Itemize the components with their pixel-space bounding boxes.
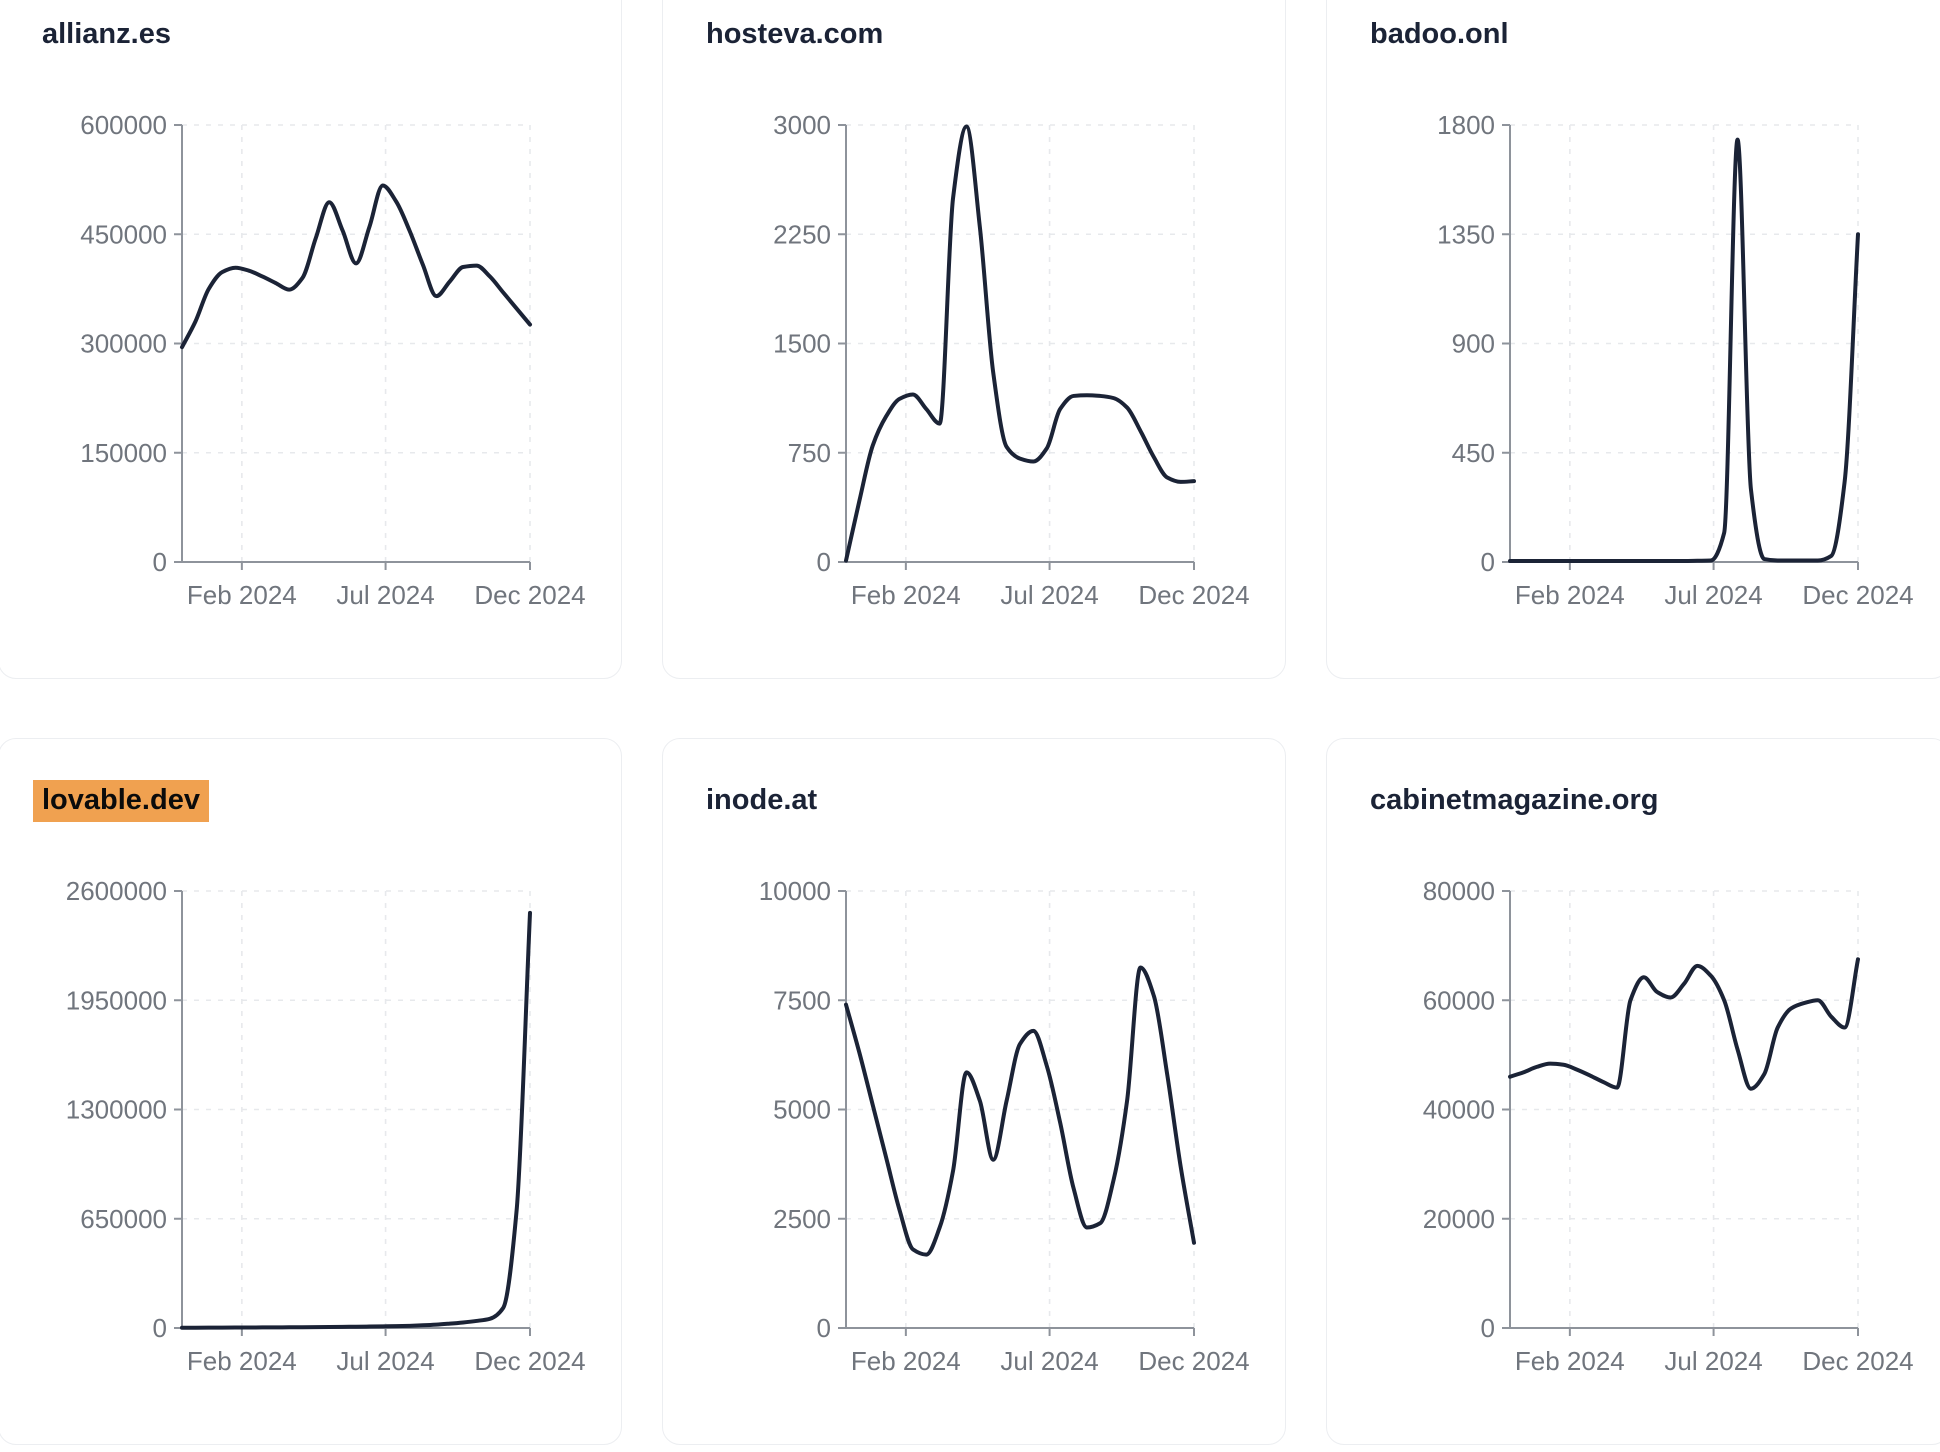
y-tick-label: 0: [153, 1313, 167, 1343]
y-tick-label: 40000: [1423, 1095, 1495, 1125]
gridlines: [846, 890, 1195, 1328]
series-line: [844, 965, 1196, 1257]
gridlines: [182, 124, 531, 562]
x-tick-label: Dec 2024: [1138, 1346, 1249, 1376]
x-tick-label: Jul 2024: [336, 580, 434, 610]
y-axis: 0 150000 300000 450000 600000: [80, 110, 183, 577]
x-tick-label: Jul 2024: [336, 1346, 434, 1376]
y-axis: 0 450 900 1350 1800: [1437, 110, 1511, 577]
series-line: [1508, 957, 1860, 1091]
x-tick-label: Jul 2024: [1000, 1346, 1098, 1376]
gridlines: [1510, 890, 1859, 1328]
y-tick-label: 10000: [759, 876, 831, 906]
chart-card-cabinetmagazine-org: 0 20000 40000 60000 80000 Feb 2024 Jul 2024 Dec…: [1326, 738, 1940, 1445]
chart-title-cabinetmagazine-org: cabinetmagazine.org: [1370, 784, 1659, 816]
chart-card-badoo-onl: 0 450 900 1350 1800 Feb 2024 Jul 2024 Dec 2024 …: [1326, 0, 1940, 679]
series-line: [180, 910, 532, 1330]
series-line: [844, 124, 1196, 563]
gridlines: [182, 890, 531, 1328]
y-tick-label: 2250: [773, 219, 831, 249]
chart-card-inode-at: 0 2500 5000 7500 10000 Feb 2024 Jul 2024 Dec 20…: [662, 738, 1286, 1445]
line-chart-inode-at: 0 2500 5000 7500 10000 Feb 2024 Jul 2024 Dec 20…: [759, 876, 1250, 1376]
line-chart-lovable-dev: 0 650000 1300000 1950000 2600000 Feb 2024 Jul …: [66, 876, 586, 1376]
y-tick-label: 1800: [1437, 110, 1495, 140]
y-tick-label: 60000: [1423, 985, 1495, 1015]
x-tick-label: Feb 2024: [1515, 580, 1625, 610]
y-tick-label: 0: [153, 547, 167, 577]
y-tick-label: 0: [1481, 1313, 1495, 1343]
y-tick-label: 0: [817, 547, 831, 577]
y-tick-label: 150000: [80, 438, 167, 468]
x-tick-label: Jul 2024: [1000, 580, 1098, 610]
line-chart-badoo-onl: 0 450 900 1350 1800 Feb 2024 Jul 2024 Dec 2024: [1437, 110, 1914, 610]
x-axis: Feb 2024 Jul 2024 Dec 2024: [182, 561, 586, 610]
chart-title-hosteva-com: hosteva.com: [706, 18, 884, 50]
chart-card-lovable-dev: 0 650000 1300000 1950000 2600000 Feb 2024 Jul …: [0, 738, 622, 1445]
y-axis: 0 650000 1300000 1950000 2600000: [66, 876, 183, 1343]
y-tick-label: 1350: [1437, 219, 1495, 249]
y-tick-label: 450000: [80, 219, 167, 249]
chart-card-hosteva-com: 0 750 1500 2250 3000 Feb 2024 Jul 2024 Dec 2024…: [662, 0, 1286, 679]
y-tick-label: 20000: [1423, 1204, 1495, 1234]
line-chart-allianz-es: 0 150000 300000 450000 600000 Feb 2024 Jul 202…: [80, 110, 586, 610]
y-tick-label: 1500: [773, 329, 831, 359]
chart-title-inode-at: inode.at: [706, 784, 818, 816]
x-tick-label: Feb 2024: [187, 1346, 297, 1376]
chart-card-allianz-es: 0 150000 300000 450000 600000 Feb 2024 Jul 202…: [0, 0, 622, 679]
y-axis: 0 20000 40000 60000 80000: [1423, 876, 1511, 1343]
x-tick-label: Feb 2024: [851, 580, 961, 610]
gridlines: [846, 124, 1195, 562]
y-tick-label: 900: [1452, 329, 1495, 359]
y-tick-label: 3000: [773, 110, 831, 140]
y-tick-label: 750: [788, 438, 831, 468]
x-tick-label: Dec 2024: [1138, 580, 1249, 610]
y-tick-label: 300000: [80, 329, 167, 359]
x-tick-label: Dec 2024: [474, 580, 585, 610]
x-axis: Feb 2024 Jul 2024 Dec 2024: [846, 1327, 1250, 1376]
gridlines: [1510, 124, 1859, 562]
line-chart-cabinetmagazine-org: 0 20000 40000 60000 80000 Feb 2024 Jul 2024 Dec…: [1423, 876, 1914, 1376]
chart-title-highlight: lovable.dev: [33, 780, 209, 822]
chart-title-lovable-dev: lovable.dev: [33, 780, 209, 822]
y-tick-label: 0: [1481, 547, 1495, 577]
y-tick-label: 5000: [773, 1095, 831, 1125]
y-tick-label: 650000: [80, 1204, 167, 1234]
x-axis: Feb 2024 Jul 2024 Dec 2024: [1510, 1327, 1914, 1376]
x-tick-label: Dec 2024: [1802, 580, 1913, 610]
y-tick-label: 7500: [773, 985, 831, 1015]
x-axis: Feb 2024 Jul 2024 Dec 2024: [182, 1327, 586, 1376]
x-axis: Feb 2024 Jul 2024 Dec 2024: [1510, 561, 1914, 610]
series-line: [180, 183, 532, 350]
chart-title-allianz-es: allianz.es: [42, 18, 171, 50]
x-tick-label: Feb 2024: [187, 580, 297, 610]
y-tick-label: 600000: [80, 110, 167, 140]
y-tick-label: 80000: [1423, 876, 1495, 906]
y-tick-label: 450: [1452, 438, 1495, 468]
x-tick-label: Feb 2024: [851, 1346, 961, 1376]
x-tick-label: Dec 2024: [474, 1346, 585, 1376]
chart-title-badoo-onl: badoo.onl: [1370, 18, 1509, 50]
x-tick-label: Feb 2024: [1515, 1346, 1625, 1376]
x-tick-label: Jul 2024: [1664, 580, 1762, 610]
y-axis: 0 2500 5000 7500 10000: [759, 876, 847, 1343]
x-tick-label: Dec 2024: [1802, 1346, 1913, 1376]
line-chart-hosteva-com: 0 750 1500 2250 3000 Feb 2024 Jul 2024 Dec 2024: [773, 110, 1250, 610]
y-tick-label: 0: [817, 1313, 831, 1343]
x-axis: Feb 2024 Jul 2024 Dec 2024: [846, 561, 1250, 610]
series-line: [1508, 137, 1860, 564]
y-tick-label: 2500: [773, 1204, 831, 1234]
y-tick-label: 2600000: [66, 876, 167, 906]
x-tick-label: Jul 2024: [1664, 1346, 1762, 1376]
y-tick-label: 1950000: [66, 985, 167, 1015]
y-tick-label: 1300000: [66, 1095, 167, 1125]
y-axis: 0 750 1500 2250 3000: [773, 110, 847, 577]
